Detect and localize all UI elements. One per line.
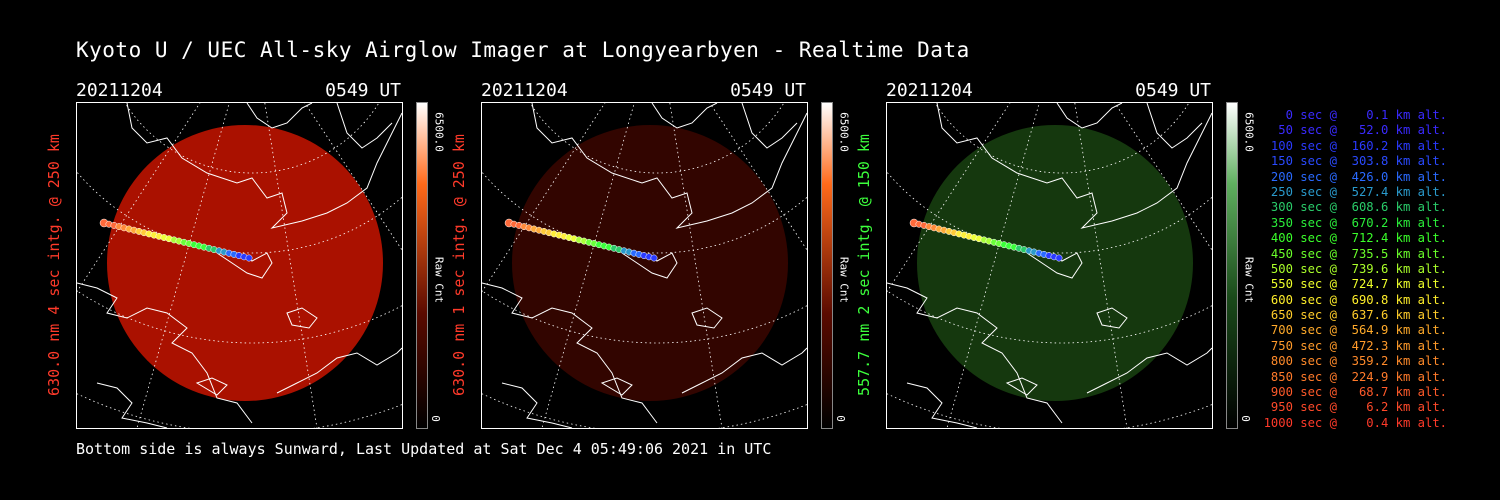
page-title: Kyoto U / UEC All-sky Airglow Imager at … bbox=[76, 38, 970, 62]
legend-row: 700 sec @ 564.9 km alt. bbox=[1263, 323, 1447, 338]
colorbar-unit-text: Raw Cnt bbox=[837, 256, 851, 304]
trajectory-point bbox=[245, 254, 253, 262]
panel-ylabel: 630.0 nm 1 sec intg. @ 250 km bbox=[447, 102, 471, 427]
trajectory-point bbox=[1055, 254, 1063, 262]
colorbar bbox=[821, 102, 833, 429]
coastline bbox=[1146, 103, 1203, 149]
footer-status: Bottom side is always Sunward, Last Upda… bbox=[76, 440, 772, 458]
allsky-image bbox=[512, 125, 788, 401]
longitude-grid bbox=[304, 103, 402, 251]
coastline bbox=[1096, 307, 1128, 329]
coastline bbox=[1005, 377, 1038, 396]
legend-row: 450 sec @ 735.5 km alt. bbox=[1263, 246, 1447, 261]
legend-row: 850 sec @ 224.9 km alt. bbox=[1263, 369, 1447, 384]
colorbar-unit-text: Raw Cnt bbox=[432, 256, 446, 304]
colorbar-max-label: 6500.0 bbox=[1238, 102, 1260, 162]
longitude-grid bbox=[1114, 103, 1212, 251]
coastline bbox=[651, 103, 718, 129]
colorbar-unit-text: Raw Cnt bbox=[1242, 256, 1256, 304]
colorbar bbox=[1226, 102, 1238, 429]
legend-row: 250 sec @ 527.4 km alt. bbox=[1263, 184, 1447, 199]
coastline bbox=[621, 252, 678, 279]
legend-row: 400 sec @ 712.4 km alt. bbox=[1263, 231, 1447, 246]
coastline bbox=[691, 307, 723, 329]
panel-time: 0549 UT bbox=[1135, 80, 1211, 101]
panel-time: 0549 UT bbox=[325, 80, 401, 101]
allsky-image bbox=[917, 125, 1193, 401]
legend-row: 300 sec @ 608.6 km alt. bbox=[1263, 200, 1447, 215]
trajectory-point bbox=[650, 254, 658, 262]
coastline bbox=[1086, 347, 1212, 394]
coastline bbox=[681, 347, 807, 394]
coastline bbox=[741, 103, 798, 149]
coastline bbox=[531, 103, 807, 229]
coastline bbox=[126, 103, 402, 229]
coastline bbox=[96, 382, 168, 428]
allsky-image-frame bbox=[481, 102, 808, 429]
coastline bbox=[501, 382, 573, 428]
legend-row: 900 sec @ 68.7 km alt. bbox=[1263, 385, 1447, 400]
legend-row: 750 sec @ 472.3 km alt. bbox=[1263, 338, 1447, 353]
coastline bbox=[246, 103, 313, 129]
coastline bbox=[336, 103, 393, 149]
legend-row: 550 sec @ 724.7 km alt. bbox=[1263, 277, 1447, 292]
coastline bbox=[936, 103, 1212, 229]
legend-row: 100 sec @ 160.2 km alt. bbox=[1263, 138, 1447, 153]
panel-date: 20211204 bbox=[886, 80, 973, 101]
panel-ylabel-text: 630.0 nm 1 sec intg. @ 250 km bbox=[450, 133, 468, 396]
panel-ylabel: 557.7 nm 2 sec intg. @ 150 km bbox=[852, 102, 876, 427]
allsky-image-frame bbox=[886, 102, 1213, 429]
panel-ylabel-text: 557.7 nm 2 sec intg. @ 150 km bbox=[855, 133, 873, 396]
coastline bbox=[600, 377, 633, 396]
panel-ylabel: 630.0 nm 4 sec intg. @ 250 km bbox=[42, 102, 66, 427]
coastline bbox=[1026, 252, 1083, 279]
coastline bbox=[276, 347, 402, 394]
allsky-panel-3: 20211204 0549 UT 557.7 nm 2 sec intg. @ … bbox=[855, 80, 1286, 440]
panel-date: 20211204 bbox=[76, 80, 163, 101]
trajectory-legend: 0 sec @ 0.1 km alt. 50 sec @ 52.0 km alt… bbox=[1262, 108, 1447, 431]
colorbar-min-label: 0 bbox=[428, 415, 442, 422]
legend-row: 1000 sec @ 0.4 km alt. bbox=[1263, 415, 1447, 430]
legend-row: 350 sec @ 670.2 km alt. bbox=[1263, 215, 1447, 230]
panel-time: 0549 UT bbox=[730, 80, 806, 101]
coastline bbox=[1056, 103, 1123, 129]
coastline bbox=[906, 382, 978, 428]
legend-row: 500 sec @ 739.6 km alt. bbox=[1263, 261, 1447, 276]
colorbar bbox=[416, 102, 428, 429]
legend-row: 650 sec @ 637.6 km alt. bbox=[1263, 308, 1447, 323]
coastline bbox=[216, 252, 273, 279]
colorbar-min-label: 0 bbox=[833, 415, 847, 422]
legend-row: 0 sec @ 0.1 km alt. bbox=[1263, 108, 1447, 122]
legend-row: 800 sec @ 359.2 km alt. bbox=[1263, 354, 1447, 369]
allsky-image-frame bbox=[76, 102, 403, 429]
coastline bbox=[286, 307, 318, 329]
panel-ylabel-text: 630.0 nm 4 sec intg. @ 250 km bbox=[45, 133, 63, 396]
longitude-grid bbox=[709, 103, 807, 251]
panel-date: 20211204 bbox=[481, 80, 568, 101]
colorbar-max-text: 6500.0 bbox=[837, 112, 851, 152]
legend-row: 950 sec @ 6.2 km alt. bbox=[1263, 400, 1447, 415]
allsky-image bbox=[107, 125, 383, 401]
legend-row: 600 sec @ 690.8 km alt. bbox=[1263, 292, 1447, 307]
colorbar-unit-label: Raw Cnt bbox=[1238, 210, 1260, 350]
latitude-grid bbox=[77, 171, 402, 254]
legend-row: 200 sec @ 426.0 km alt. bbox=[1263, 169, 1447, 184]
allsky-panel-2: 20211204 0549 UT 630.0 nm 1 sec intg. @ … bbox=[450, 80, 881, 440]
latitude-grid bbox=[482, 171, 807, 254]
latitude-grid bbox=[887, 171, 1212, 254]
allsky-panel-1: 20211204 0549 UT 630.0 nm 4 sec intg. @ … bbox=[45, 80, 476, 440]
coastline bbox=[195, 377, 228, 396]
colorbar-max-text: 6500.0 bbox=[432, 112, 446, 152]
colorbar-max-text: 6500.0 bbox=[1242, 112, 1256, 152]
legend-row: 150 sec @ 303.8 km alt. bbox=[1263, 154, 1447, 169]
colorbar-min-label: 0 bbox=[1238, 415, 1252, 422]
legend-row: 50 sec @ 52.0 km alt. bbox=[1263, 123, 1447, 138]
